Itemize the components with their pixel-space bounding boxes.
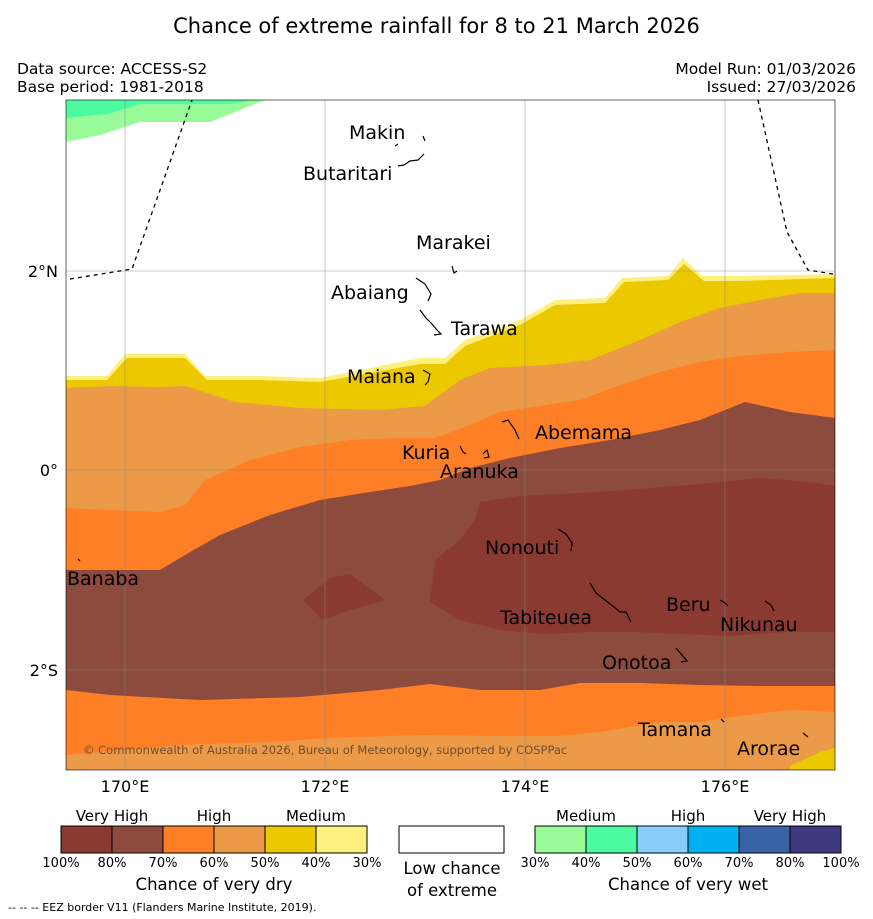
island-label-nikunau: Nikunau (720, 614, 798, 636)
dry-legend-caption: Chance of very dry (136, 875, 293, 894)
dry-50-60-lower-band (66, 710, 835, 770)
dry-tick-label: 30% (353, 856, 382, 871)
eez-footnote: -- -- -- EEZ border V11 (Flanders Marine… (8, 901, 316, 914)
wet-tick-label: 60% (674, 856, 703, 871)
dry-header-medium: Medium (286, 807, 346, 825)
wet-swatch-2 (636, 825, 689, 854)
dry-80-100-patch (303, 574, 385, 620)
wet-legend-caption: Chance of very wet (608, 875, 769, 894)
dry-swatch-1 (111, 825, 164, 854)
island-label-arorae: Arorae (737, 738, 800, 760)
dry-swatch-2 (162, 825, 215, 854)
island-label-tarawa: Tarawa (450, 318, 518, 340)
dry-swatch-4 (264, 825, 317, 854)
y-tick-0: 0° (40, 461, 58, 480)
base-period: Base period: 1981-2018 (17, 78, 204, 96)
model-run: Model Run: 01/03/2026 (675, 60, 856, 78)
copyright-notice: © Commonwealth of Australia 2026, Bureau… (83, 743, 567, 757)
wet-swatch-5 (789, 825, 842, 854)
x-tick-172e: 172°E (301, 777, 350, 796)
island-label-banaba: Banaba (67, 568, 139, 590)
island-label-kuria: Kuria (402, 442, 450, 464)
island-label-tamana: Tamana (637, 719, 712, 741)
data-source: Data source: ACCESS-S2 (17, 60, 208, 78)
low-chance-swatch (398, 825, 505, 854)
wet-swatch-3 (687, 825, 740, 854)
dry-tick-label: 70% (149, 856, 178, 871)
y-tick-2n: 2°N (28, 262, 58, 281)
wet-header-medium: Medium (556, 807, 616, 825)
wet-header-very-high: Very High (754, 807, 827, 825)
island-label-butaritari: Butaritari (303, 163, 392, 185)
dry-header-very-high: Very High (76, 807, 149, 825)
island-label-makin: Makin (349, 122, 405, 144)
wet-swatch-4 (738, 825, 791, 854)
dry-tick-label: 100% (42, 856, 79, 871)
low-chance-label-line1: Low chance (403, 859, 500, 878)
low-chance-legend: Low chance of extreme (398, 825, 505, 900)
x-tick-174e: 174°E (501, 777, 550, 796)
rainfall-probability-field (66, 100, 835, 770)
dry-legend: Very High High Medium 100% 80% 70% 60% 50% 40… (42, 807, 381, 894)
island-outlines (77, 135, 809, 738)
dry-swatch-0 (60, 825, 113, 854)
dry-tick-label: 80% (98, 856, 127, 871)
dry-swatch-5 (315, 825, 368, 854)
wet-tick-label: 100% (822, 856, 859, 871)
wet-tick-label: 40% (572, 856, 601, 871)
island-label-aranuka: Aranuka (440, 461, 519, 483)
dry-40-50-corner (790, 748, 835, 770)
dry-80-100-region (430, 478, 835, 636)
island-label-nonouti: Nonouti (485, 537, 559, 559)
island-label-onotoa: Onotoa (602, 652, 671, 674)
map-frame (65, 99, 836, 771)
island-label-marakei: Marakei (416, 232, 491, 254)
eez-border (69, 99, 834, 280)
island-label-beru: Beru (666, 594, 711, 616)
island-label-abemama: Abemama (535, 422, 632, 444)
dry-swatch-3 (213, 825, 266, 854)
dry-header-high: High (197, 807, 231, 825)
dry-tick-label: 50% (251, 856, 280, 871)
dry-tick-label: 40% (302, 856, 331, 871)
issued-date: Issued: 27/03/2026 (706, 78, 856, 96)
wet-high-medium-region (66, 100, 255, 118)
wet-swatch-0 (534, 825, 587, 854)
wet-tick-label: 50% (623, 856, 652, 871)
x-tick-170e: 170°E (101, 777, 150, 796)
wet-tick-label: 30% (521, 856, 550, 871)
low-chance-label-line2: of extreme (407, 881, 497, 900)
island-label-abaiang: Abaiang (331, 282, 409, 304)
wet-tick-label: 70% (725, 856, 754, 871)
island-label-maiana: Maiana (347, 366, 416, 388)
island-label-tabiteuea: Tabiteuea (499, 607, 592, 629)
wet-header-high: High (671, 807, 705, 825)
wet-swatch-1 (585, 825, 638, 854)
x-tick-176e: 176°E (701, 777, 750, 796)
map-title: Chance of extreme rainfall for 8 to 21 M… (173, 14, 700, 38)
dry-tick-label: 60% (200, 856, 229, 871)
graticule (66, 100, 835, 770)
wet-legend: Medium High Very High 30% 40% 50% 60% 70% 80%… (521, 807, 860, 894)
y-tick-2s: 2°S (30, 661, 58, 680)
wet-tick-label: 80% (776, 856, 805, 871)
